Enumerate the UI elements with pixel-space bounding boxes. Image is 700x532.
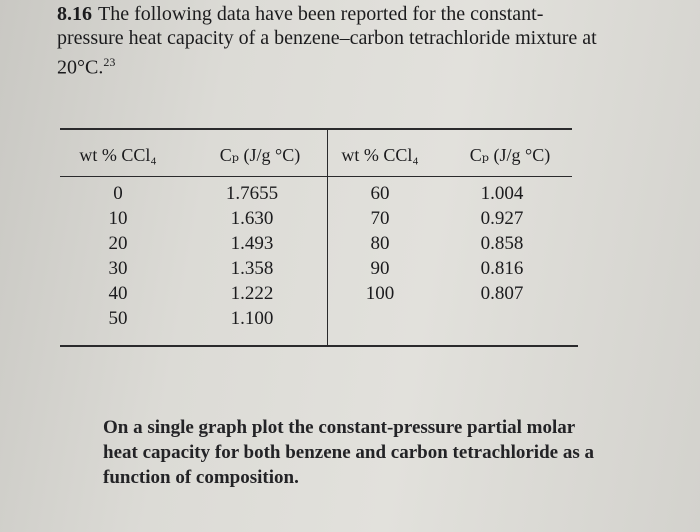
table-cell: 70 — [370, 208, 390, 229]
problem-number: 8.16 — [57, 3, 92, 25]
table-cell: 50 — [108, 308, 128, 329]
table-cell: 0 — [113, 183, 123, 204]
table-top-rule — [60, 128, 572, 130]
column-header: wt % CCl₄ — [79, 145, 157, 165]
column-header: Cₚ (J/g °C) — [469, 145, 551, 165]
table-cell: 0.858 — [480, 233, 524, 254]
column-divider — [327, 130, 328, 346]
table-cell: 0.927 — [480, 208, 524, 229]
table-cell: 1.100 — [230, 308, 274, 329]
table-cell: 30 — [108, 258, 128, 279]
table-cell: 1.004 — [480, 183, 524, 204]
problem-text: The following data have been reported fo… — [57, 3, 597, 79]
table-cell: 1.7655 — [225, 183, 279, 204]
table-cell: 100 — [365, 283, 395, 304]
table-cell: 1.493 — [230, 233, 274, 254]
table-cell: 0.807 — [480, 283, 524, 304]
table-cell: 0.816 — [480, 258, 524, 279]
table-cell: 90 — [370, 258, 390, 279]
table-cell: 10 — [108, 208, 128, 229]
footnote-ref: 23 — [103, 55, 116, 69]
table-cell: 1.222 — [230, 283, 274, 304]
table-bottom-rule — [60, 345, 578, 347]
table-cell: 20 — [108, 233, 128, 254]
problem: 8.16 The following data have been reporte… — [57, 2, 597, 80]
column-header: wt % CCl₄ — [341, 145, 419, 165]
table-cell: 60 — [370, 183, 390, 204]
table-cell: 40 — [108, 283, 128, 304]
table-cell: 80 — [370, 233, 390, 254]
column-header: Cₚ (J/g °C) — [219, 145, 301, 165]
table-cell: 1.358 — [230, 258, 274, 279]
instruction: On a single graph plot the constant-pres… — [103, 417, 594, 488]
header-rule — [60, 176, 572, 177]
table-cell: 1.630 — [230, 208, 274, 229]
